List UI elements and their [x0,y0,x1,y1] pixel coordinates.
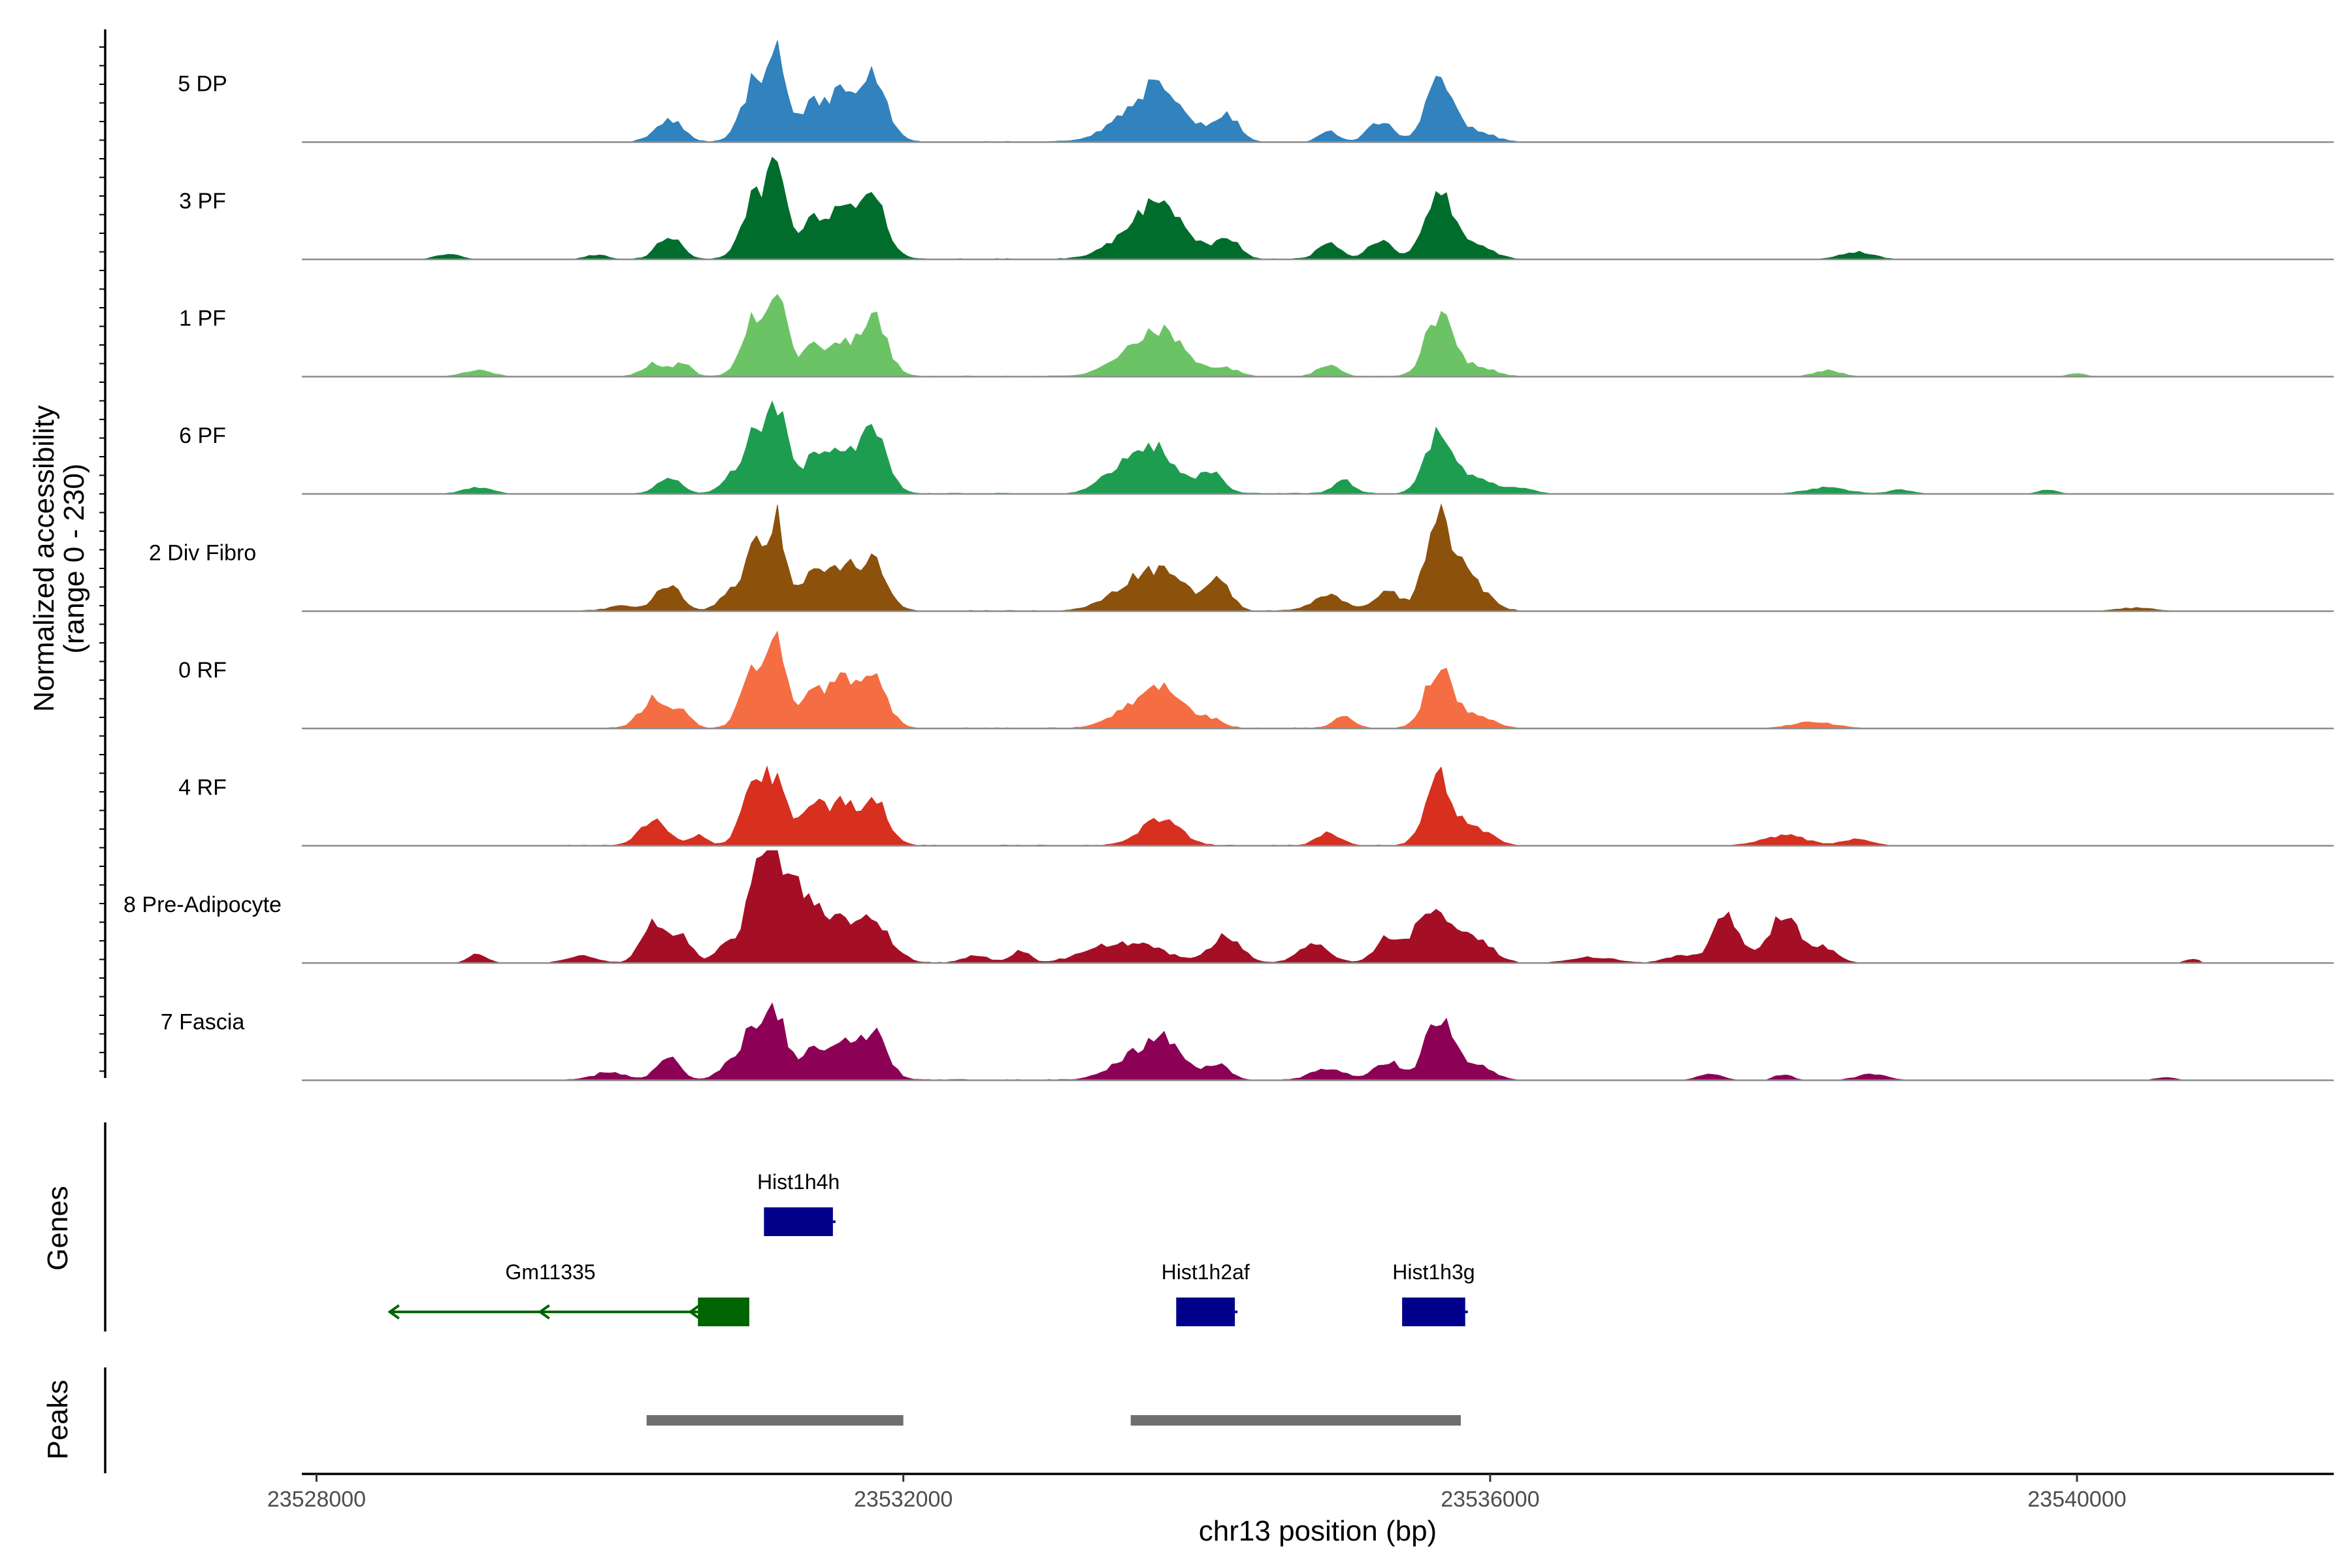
y-axis-ticks [99,46,105,1072]
track-label: 4 RF [178,776,227,800]
track-1: 5 DP [178,40,2334,143]
gene-label: Gm11335 [505,1260,595,1284]
track-9: 7 Fascia [161,1002,2334,1081]
track-label: 7 Fascia [161,1010,245,1035]
gene-hist1h4h: Hist1h4h [757,1170,840,1236]
gene-exon [698,1298,749,1326]
coverage-tracks: 5 DP 3 PF 1 PF 6 PF 2 Div Fibro 0 RF 4 RF 8 Pre… [123,40,2334,1081]
track-label: 6 PF [179,423,226,448]
gene-annotations: Hist1h4h Gm11335 Hist1h2af Hist1h3g [387,1170,1475,1326]
x-tick-label: 23528000 [267,1487,366,1512]
gene-exon [1402,1298,1465,1326]
y-axis-title-line1: Normalized accessibility [28,405,60,711]
track-label: 5 DP [178,72,227,97]
track-label: 0 RF [178,658,227,683]
x-tick-label: 23536000 [1441,1487,1539,1512]
gene-exon [1176,1298,1235,1326]
gene-label: Hist1h3g [1392,1260,1475,1284]
x-axis-ticks: 23528000 23532000 23536000 23540000 [267,1474,2127,1512]
gene-gm11335: Gm11335 [387,1260,749,1326]
track-4: 6 PF [179,400,2334,495]
track-3: 1 PF [179,294,2334,378]
gene-label: Hist1h4h [757,1170,840,1194]
peak-region [646,1415,904,1426]
gene-hist1h2af: Hist1h2af [1162,1260,1250,1326]
peak-regions [646,1415,1461,1426]
track-label: 8 Pre-Adipocyte [123,892,282,917]
gene-exon [764,1207,833,1236]
track-label: 3 PF [179,189,226,214]
y-axis-title-line2: (range 0 - 230) [58,463,90,653]
x-axis-title: chr13 position (bp) [1199,1515,1437,1547]
track-label: 1 PF [179,306,226,331]
track-8: 8 Pre-Adipocyte [123,850,2334,964]
genes-panel-title: Genes [42,1186,74,1271]
strand-arrow [387,1304,400,1320]
strand-arrow [688,1304,700,1320]
gene-label: Hist1h2af [1162,1260,1250,1284]
track-label: 2 Div Fibro [149,541,256,566]
x-tick-label: 23532000 [854,1487,953,1512]
track-2: 3 PF [179,156,2334,261]
peaks-panel-title: Peaks [42,1380,74,1460]
peak-region [1130,1415,1461,1426]
x-tick-label: 23540000 [2027,1487,2126,1512]
track-5: 2 Div Fibro [149,503,2334,612]
strand-arrow [538,1304,550,1320]
track-7: 4 RF [178,765,2334,847]
gene-hist1h3g: Hist1h3g [1392,1260,1475,1326]
track-6: 0 RF [178,630,2334,730]
